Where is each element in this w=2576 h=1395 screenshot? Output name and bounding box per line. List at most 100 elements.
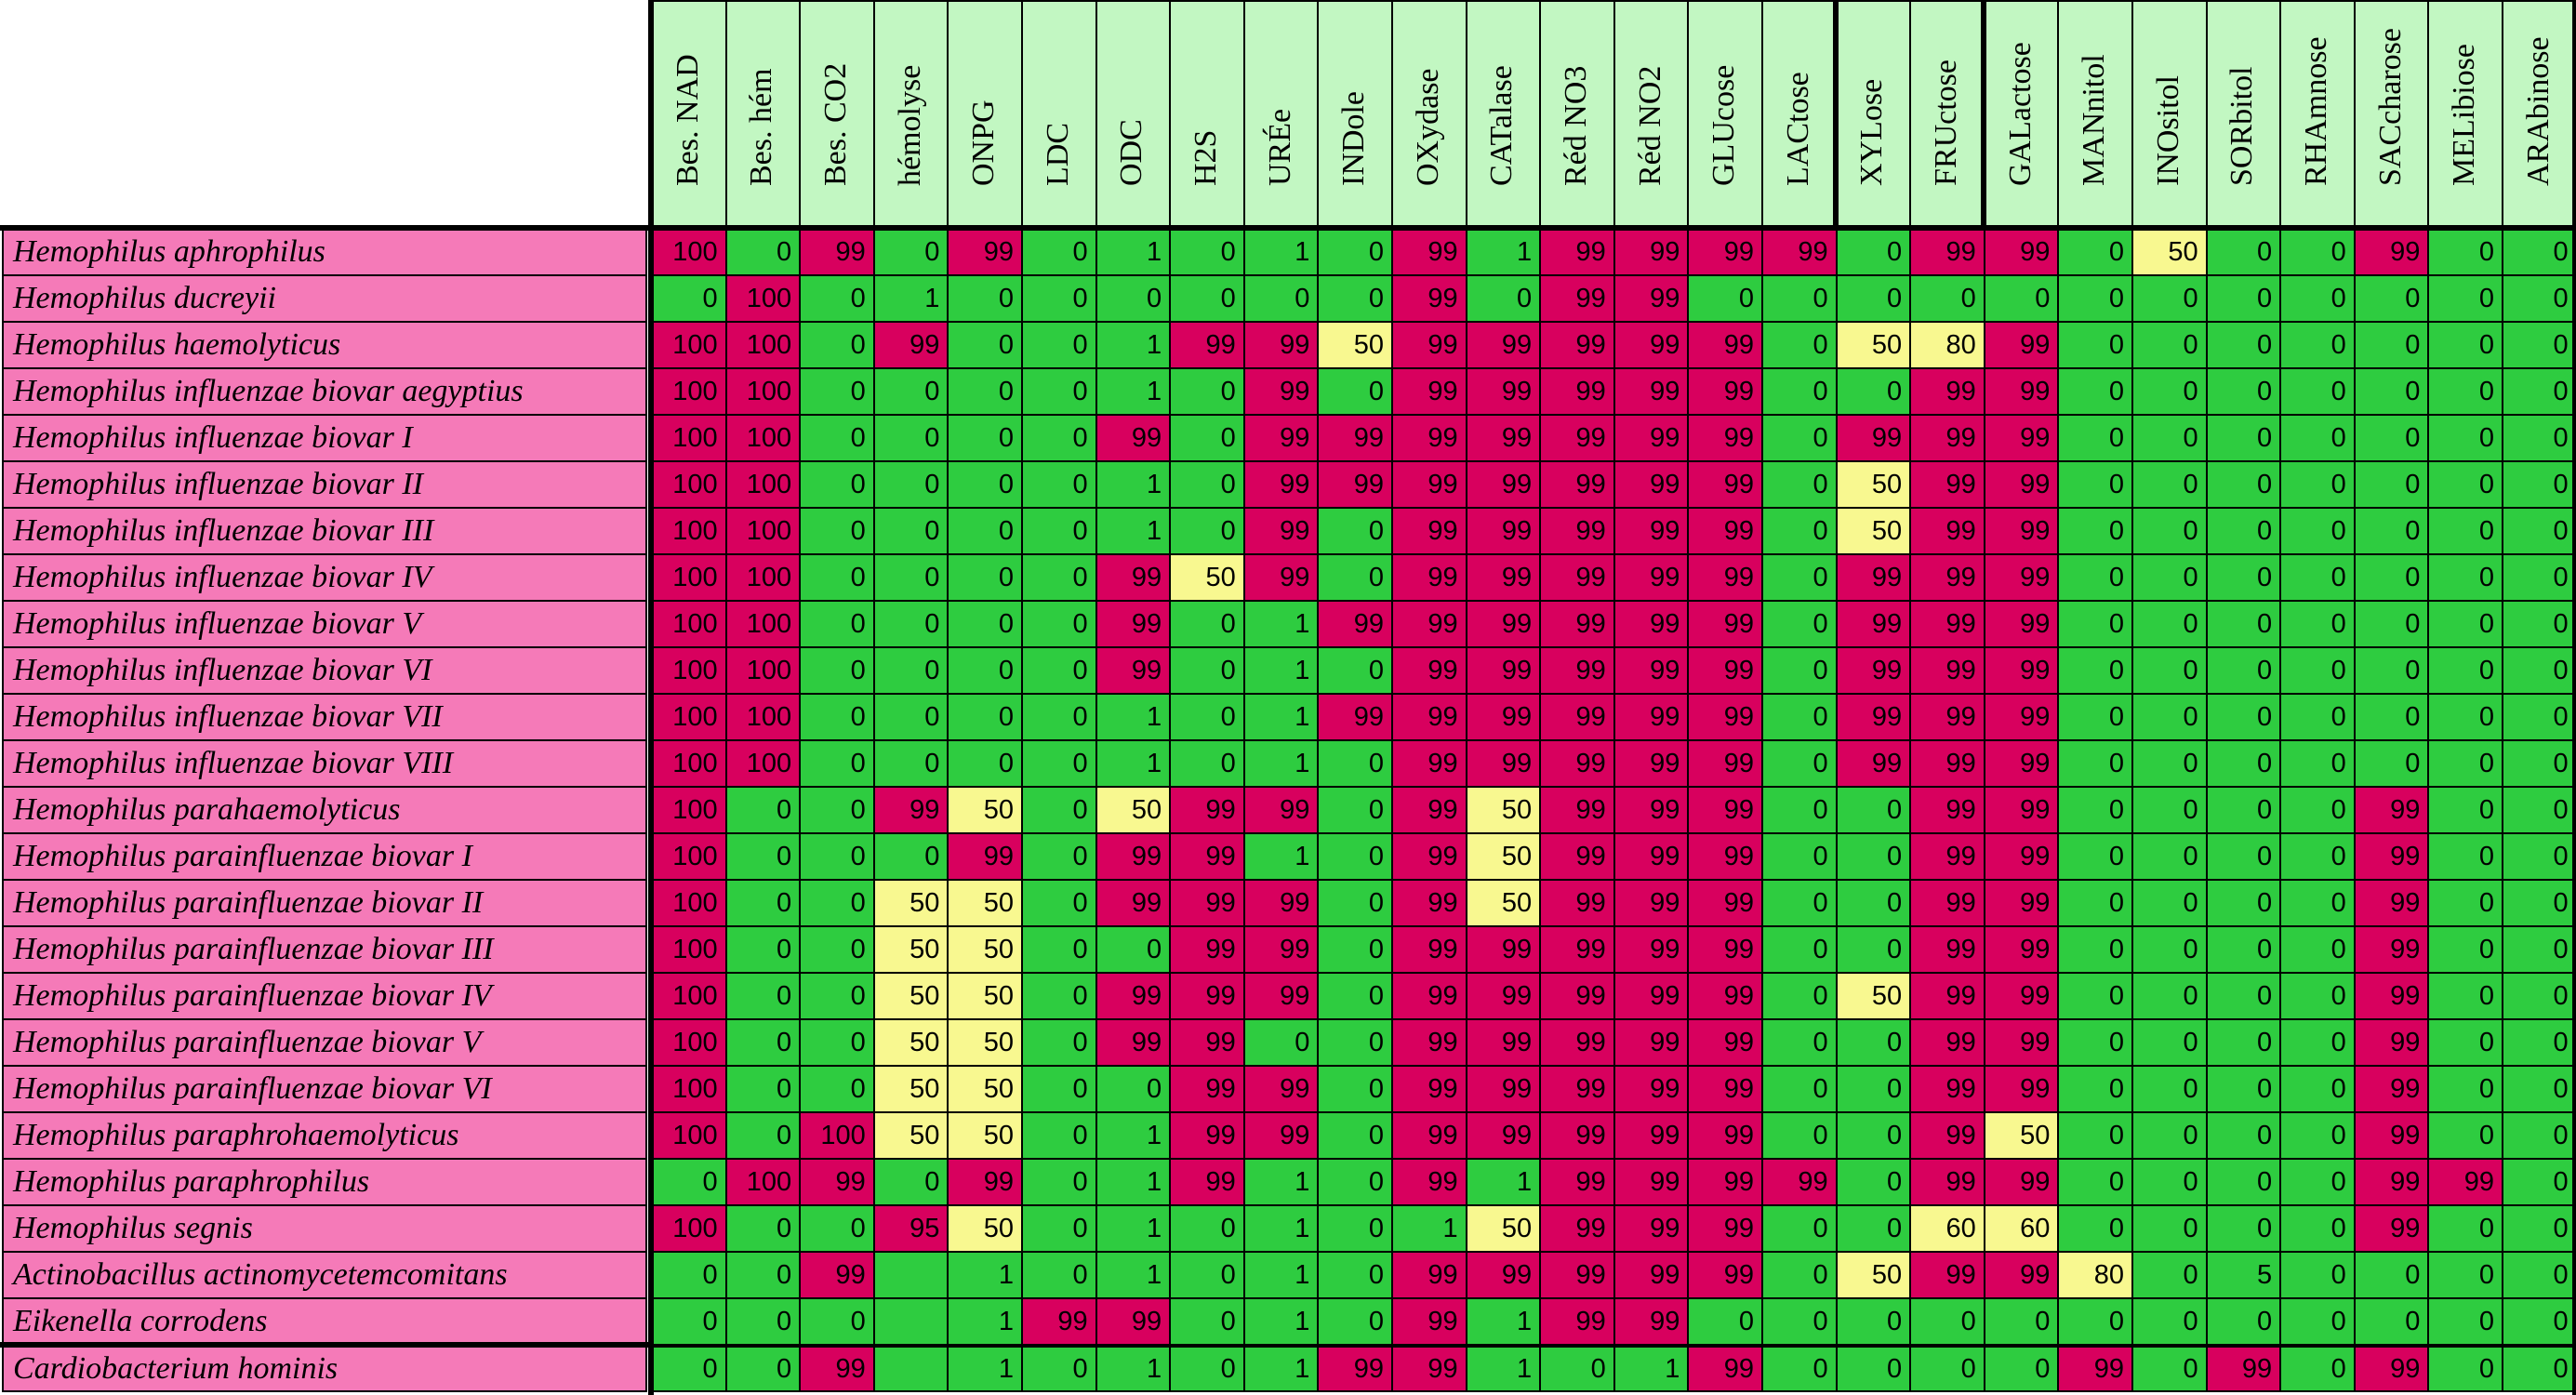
table-cell: 99: [1835, 739, 1912, 788]
table-cell: [872, 1251, 949, 1299]
table-cell: 0: [1761, 553, 1838, 602]
table-cell: 0: [1761, 1251, 1838, 1299]
table-cell: 50: [1317, 321, 1393, 369]
table-cell: 99: [1687, 1346, 1763, 1392]
table-cell: 100: [651, 414, 727, 462]
table-cell: 0: [2279, 321, 2356, 369]
table-cell: 0: [1021, 693, 1097, 741]
table-cell: 0: [2057, 414, 2133, 462]
table-cell: 99: [1613, 228, 1690, 276]
table-cell: 50: [1983, 1111, 2060, 1160]
column-header: ODC: [1095, 0, 1172, 227]
table-cell: 0: [947, 367, 1023, 416]
column-header: ARAbinose: [2502, 0, 2576, 227]
table-cell: 0: [947, 600, 1023, 648]
table-cell: 0: [1761, 925, 1838, 974]
table-cell: 80: [1909, 321, 1985, 369]
species-name: Hemophilus segnis: [2, 1204, 647, 1253]
table-cell: 99: [1909, 228, 1985, 276]
table-cell: 99: [1095, 553, 1172, 602]
table-cell: 99: [1391, 1251, 1467, 1299]
table-cell: 0: [2131, 414, 2208, 462]
table-cell: 0: [1761, 739, 1838, 788]
table-cell: 0: [1835, 274, 1912, 323]
table-cell: 99: [1465, 414, 1542, 462]
table-cell: 0: [1761, 972, 1838, 1020]
table-cell: 99: [1613, 739, 1690, 788]
table-cell: 0: [2502, 786, 2576, 834]
table-cell: 99: [1613, 646, 1690, 695]
table-cell: 0: [2502, 693, 2576, 741]
table-cell: 0: [2279, 879, 2356, 927]
table-cell: 0: [2502, 600, 2576, 648]
table-cell: 0: [724, 1111, 802, 1160]
table-cell: 0: [1169, 367, 1245, 416]
table-cell: 0: [2502, 1251, 2576, 1299]
table-cell: 0: [1242, 1018, 1320, 1067]
table-cell: 0: [1021, 1111, 1097, 1160]
column-header-label: Bes. hém: [744, 68, 779, 186]
table-cell: 0: [1983, 1297, 2060, 1346]
table-cell: 1: [1242, 739, 1320, 788]
column-header-label: GALactose: [2002, 42, 2038, 186]
table-cell: 99: [1613, 1158, 1690, 1206]
table-cell: 99: [2353, 1111, 2430, 1160]
table-cell: 99: [1983, 925, 2060, 974]
table-cell: 50: [1835, 507, 1912, 555]
table-cell: 0: [2427, 739, 2503, 788]
table-cell: 0: [1317, 1158, 1393, 1206]
table-cell: 99: [1391, 925, 1467, 974]
column-header-label: ONPG: [966, 100, 1002, 186]
table-cell: 0: [1317, 1065, 1393, 1113]
table-cell: 99: [1613, 507, 1690, 555]
table-cell: 0: [2057, 1018, 2133, 1067]
table-cell: 100: [651, 367, 727, 416]
table-cell: 1: [947, 1297, 1023, 1346]
table-cell: 0: [724, 1018, 802, 1067]
table-cell: 0: [2057, 1297, 2133, 1346]
table-cell: 0: [1021, 646, 1097, 695]
table-cell: 0: [2205, 739, 2282, 788]
table-cell: 50: [2131, 228, 2208, 276]
table-cell: 0: [2205, 646, 2282, 695]
table-cell: 1: [1613, 1346, 1690, 1392]
table-cell: 99: [1317, 414, 1393, 462]
table-cell: 0: [1909, 1297, 1985, 1346]
table-cell: 99: [1169, 879, 1245, 927]
table-cell: 99: [947, 228, 1023, 276]
table-cell: 0: [1317, 1111, 1393, 1160]
group-separator: [1832, 0, 1839, 227]
table-cell: 99: [1909, 925, 1985, 974]
table-cell: 0: [2057, 553, 2133, 602]
table-cell: 99: [1095, 414, 1172, 462]
table-cell: 99: [1391, 786, 1467, 834]
table-cell: 99: [1687, 879, 1763, 927]
column-header: GLUcose: [1687, 0, 1763, 227]
table-cell: 0: [1317, 367, 1393, 416]
column-header-label: RHAmnose: [2298, 36, 2333, 186]
table-cell: 99: [1095, 1297, 1172, 1346]
table-cell: 99: [1242, 507, 1320, 555]
species-name: Hemophilus parainfluenzae biovar III: [2, 925, 647, 974]
table-cell: 99: [1539, 1251, 1615, 1299]
species-name: Cardiobacterium hominis: [2, 1346, 647, 1392]
table-cell: 99: [1687, 832, 1763, 881]
table-cell: 99: [1613, 1111, 1690, 1160]
table-cell: 99: [1983, 879, 2060, 927]
table-cell: 99: [1465, 553, 1542, 602]
table-cell: 99: [2353, 1065, 2430, 1113]
table-cell: 0: [2205, 1018, 2282, 1067]
table-cell: 0: [1021, 1018, 1097, 1067]
column-header-label: hémolyse: [892, 64, 927, 186]
table-cell: 0: [1835, 228, 1912, 276]
table-cell: 0: [2131, 972, 2208, 1020]
table-cell: 0: [724, 1065, 802, 1113]
table-cell: 1: [1465, 228, 1542, 276]
table-cell: 99: [1465, 1065, 1542, 1113]
table-cell: 0: [1169, 693, 1245, 741]
table-cell: 0: [872, 228, 949, 276]
table-cell: 0: [2057, 972, 2133, 1020]
table-cell: 0: [2205, 1158, 2282, 1206]
table-cell: 99: [1983, 646, 2060, 695]
